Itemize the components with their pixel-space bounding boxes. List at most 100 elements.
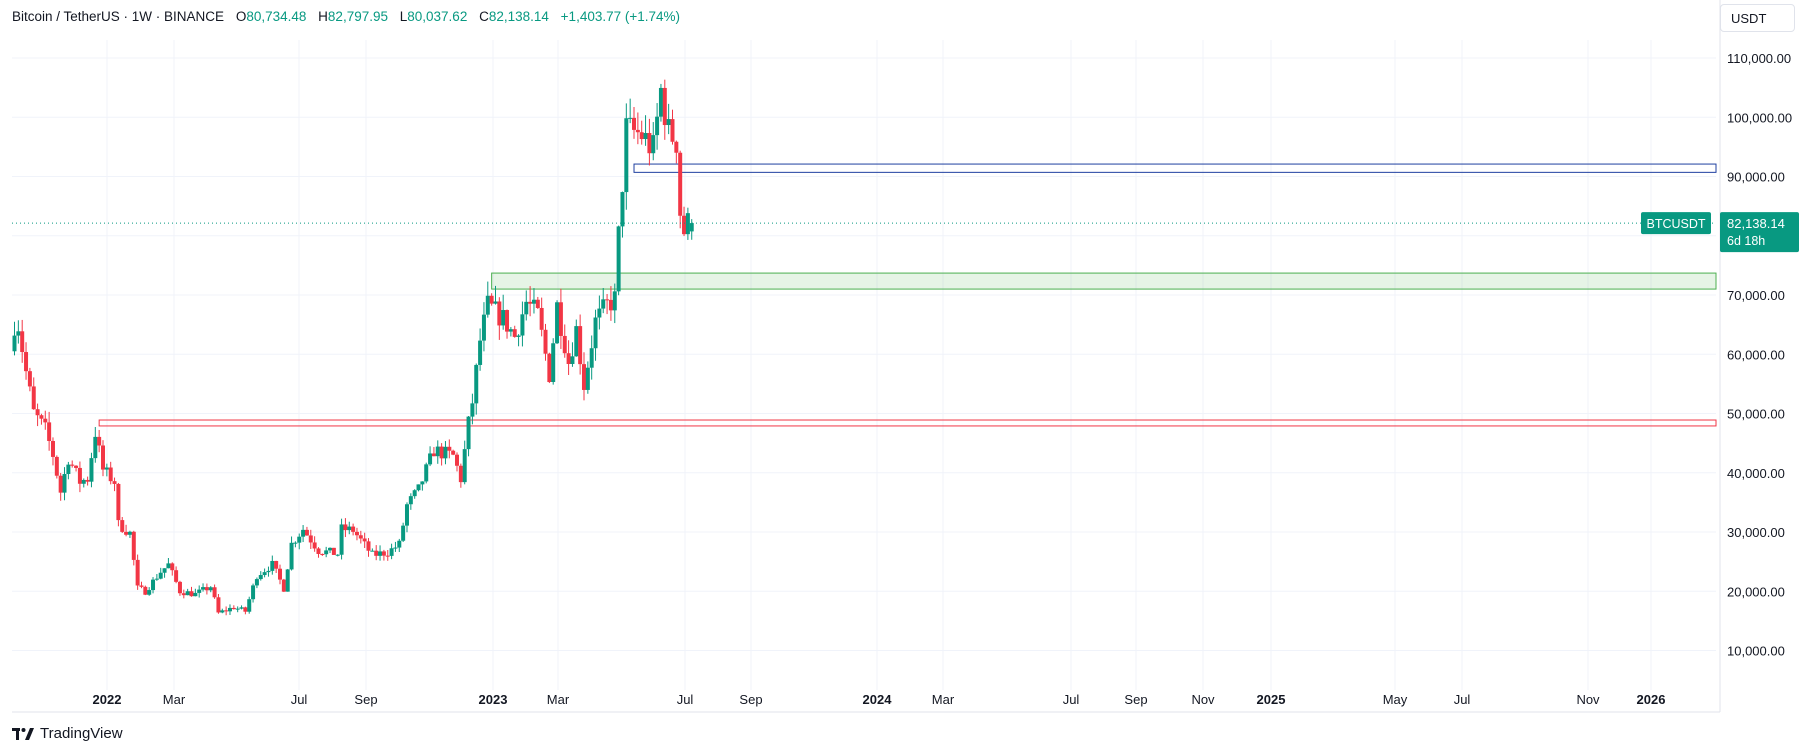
candle-up: [289, 542, 294, 570]
candle-down: [678, 152, 683, 216]
candle-up: [254, 579, 259, 586]
candle-down: [20, 331, 25, 353]
candle-down: [24, 352, 29, 372]
candle-up: [658, 87, 663, 117]
candle-up: [66, 464, 71, 475]
candle-down: [682, 215, 687, 235]
candle-down: [458, 465, 463, 483]
y-tick-label: 10,000.00: [1727, 644, 1785, 659]
candle-up: [208, 587, 213, 591]
candle-down: [278, 568, 283, 580]
candle-up: [147, 590, 152, 595]
candle-down: [662, 87, 667, 126]
candle-down: [54, 456, 59, 476]
bar-countdown-label: 6d 18h: [1727, 234, 1765, 248]
candle-up: [89, 458, 94, 482]
x-tick-label: Jul: [1063, 692, 1080, 707]
last-price-label: 82,138.14: [1727, 216, 1785, 231]
change-value: +1,403.77 (+1.74%): [560, 9, 681, 24]
candle-down: [431, 453, 436, 457]
candle-down: [177, 581, 182, 594]
candle-down: [304, 529, 309, 536]
price-chart[interactable]: 10,000.00 20,000.00 30,000.00 40,000.00 50,0…: [0, 0, 1814, 720]
candle-up: [666, 119, 671, 126]
candle-up: [324, 550, 329, 555]
y-tick-label: 110,000.00: [1727, 51, 1791, 66]
candle-up: [285, 569, 290, 592]
candle-down: [312, 542, 317, 549]
candle-up: [508, 329, 513, 332]
candle-up: [597, 308, 602, 318]
candle-down: [50, 440, 55, 457]
candle-up: [643, 133, 648, 140]
x-tick-label: Jul: [291, 692, 308, 707]
candle-up: [655, 116, 660, 136]
candle-up: [239, 607, 244, 609]
candles: [12, 79, 694, 616]
candle-down: [639, 132, 644, 140]
x-tick-label: 2022: [93, 692, 122, 707]
candle-down: [562, 335, 567, 354]
candle-down: [112, 481, 117, 484]
candle-up: [335, 554, 340, 556]
candle-up: [501, 310, 506, 326]
candle-down: [547, 353, 552, 383]
y-tick-label: 40,000.00: [1727, 466, 1785, 481]
candle-down: [70, 464, 75, 466]
candle-up: [408, 496, 413, 505]
candle-down: [31, 386, 36, 410]
candle-down: [632, 117, 637, 130]
candle-down: [316, 548, 321, 554]
candle-up: [328, 547, 333, 551]
currency-selector[interactable]: USDT: [1720, 4, 1795, 32]
candle-up: [370, 550, 375, 552]
candle-down: [528, 301, 533, 304]
candle-up: [104, 467, 109, 470]
candle-down: [97, 436, 102, 446]
candle-down: [120, 520, 125, 532]
candle-up: [162, 568, 167, 573]
candle-down: [231, 607, 236, 610]
blue-resistance-zone: [633, 163, 1717, 173]
high-value: 82,797.95: [327, 9, 388, 24]
candle-down: [512, 329, 517, 337]
candle-down: [558, 302, 563, 336]
candle-up: [555, 302, 560, 344]
candle-up: [12, 335, 17, 352]
candle-down: [74, 465, 79, 468]
candle-up: [185, 591, 190, 596]
candle-up: [151, 579, 156, 591]
candle-down: [581, 364, 586, 390]
candle-up: [593, 317, 598, 349]
candle-up: [585, 367, 590, 390]
candle-down: [170, 563, 175, 571]
candle-up: [601, 299, 606, 309]
candle-down: [47, 422, 52, 441]
candle-down: [143, 586, 148, 595]
open-label: O: [235, 9, 247, 24]
candle-up: [127, 531, 132, 535]
candle-up: [474, 364, 479, 404]
candle-up: [420, 481, 425, 485]
candle-down: [539, 307, 544, 330]
candle-up: [220, 610, 225, 613]
candle-down: [439, 446, 444, 459]
candle-down: [85, 479, 90, 482]
tradingview-logo[interactable]: TradingView: [12, 725, 123, 742]
candle-down: [135, 559, 140, 586]
candle-up: [262, 572, 267, 576]
x-tick-label: Jul: [677, 692, 694, 707]
candle-down: [139, 585, 144, 587]
symbol-tag-label: BTCUSDT: [1646, 217, 1705, 231]
candle-up: [201, 587, 206, 590]
candle-up: [154, 578, 159, 580]
candle-up: [624, 118, 629, 193]
candle-down: [354, 531, 359, 536]
candle-down: [497, 301, 502, 326]
candle-down: [212, 587, 217, 598]
candle-up: [166, 563, 171, 569]
candle-down: [343, 524, 348, 531]
candle-down: [362, 538, 367, 542]
candle-down: [274, 560, 279, 569]
candle-up: [485, 295, 490, 315]
